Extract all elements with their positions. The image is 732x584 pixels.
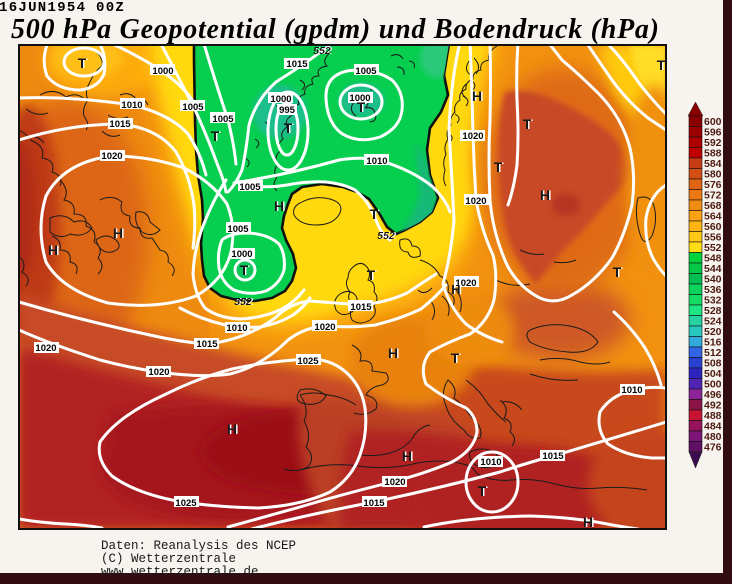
svg-text:www.wetterzentrale.de: www.wetterzentrale.de (101, 565, 259, 579)
svg-text:568: 568 (704, 200, 722, 212)
svg-text:1000: 1000 (231, 249, 252, 260)
svg-text:1015: 1015 (363, 498, 385, 509)
svg-text:1020: 1020 (35, 343, 56, 354)
svg-text:1015: 1015 (109, 119, 131, 130)
svg-text:596: 596 (704, 127, 722, 139)
svg-text:576: 576 (704, 179, 722, 191)
svg-text:1025: 1025 (297, 356, 319, 367)
svg-text:1020: 1020 (465, 196, 486, 207)
svg-text:(C) Wetterzentrale: (C) Wetterzentrale (101, 552, 236, 566)
svg-text:1020: 1020 (384, 477, 405, 488)
svg-text:1020: 1020 (148, 367, 169, 378)
svg-text:524: 524 (704, 316, 722, 328)
svg-text:1020: 1020 (314, 322, 335, 333)
svg-text:504: 504 (704, 368, 722, 380)
svg-text:1020: 1020 (462, 131, 483, 142)
svg-text:T: T (367, 267, 376, 283)
svg-text:516: 516 (704, 337, 722, 349)
svg-text:584: 584 (704, 158, 722, 170)
svg-text:1020: 1020 (101, 151, 122, 162)
svg-text:520: 520 (704, 326, 722, 338)
svg-text:1000: 1000 (152, 66, 173, 77)
svg-text:536: 536 (704, 284, 722, 296)
svg-text:512: 512 (704, 347, 722, 359)
svg-text:H: H (472, 88, 482, 104)
svg-text:T: T (357, 99, 366, 115)
svg-text:16JUN1954 00Z: 16JUN1954 00Z (0, 0, 125, 16)
svg-text:T: T (240, 262, 249, 278)
svg-text:1010: 1010 (366, 156, 387, 167)
svg-text:1010: 1010 (621, 385, 642, 396)
svg-text:T: T (284, 120, 293, 136)
svg-text:1000: 1000 (270, 94, 291, 105)
svg-text:500 hPa Geopotential (gpdm) un: 500 hPa Geopotential (gpdm) und Bodendru… (11, 14, 659, 45)
svg-text:T: T (211, 128, 220, 144)
svg-text:H: H (540, 187, 550, 203)
svg-text:1005: 1005 (239, 182, 261, 193)
svg-text:572: 572 (704, 190, 722, 202)
svg-text:552: 552 (234, 296, 252, 308)
svg-text:1005: 1005 (212, 114, 234, 125)
svg-text:H: H (388, 345, 398, 361)
svg-text:500: 500 (704, 379, 722, 391)
svg-text:1015: 1015 (350, 302, 372, 313)
svg-text:552: 552 (313, 45, 331, 57)
svg-text:492: 492 (704, 400, 722, 412)
svg-text:1015: 1015 (286, 59, 308, 70)
svg-text:1005: 1005 (355, 66, 377, 77)
svg-text:T: T (478, 483, 487, 499)
svg-text:544: 544 (704, 263, 722, 275)
svg-text:H: H (274, 198, 284, 214)
svg-text:Daten: Reanalysis des NCEP: Daten: Reanalysis des NCEP (101, 539, 296, 553)
svg-text:552: 552 (704, 242, 722, 254)
svg-text:1015: 1015 (542, 451, 564, 462)
svg-text:496: 496 (704, 389, 722, 401)
svg-text:1010: 1010 (121, 100, 142, 111)
svg-text:T: T (78, 55, 87, 71)
svg-text:560: 560 (704, 221, 722, 233)
svg-text:H: H (227, 421, 237, 437)
svg-text:476: 476 (704, 442, 722, 454)
svg-text:1005: 1005 (182, 102, 204, 113)
svg-text:H: H (113, 225, 123, 241)
svg-text:1020: 1020 (455, 278, 476, 289)
svg-text:480: 480 (704, 431, 722, 443)
svg-text:T: T (613, 264, 622, 280)
svg-text:1010: 1010 (226, 323, 247, 334)
svg-text:552: 552 (377, 230, 395, 242)
svg-text:1015: 1015 (196, 339, 218, 350)
svg-text:592: 592 (704, 137, 722, 149)
svg-text:995: 995 (279, 105, 296, 116)
svg-text:1000: 1000 (349, 93, 370, 104)
svg-text:T: T (523, 116, 532, 132)
svg-text:T: T (370, 206, 379, 222)
svg-text:484: 484 (704, 421, 722, 433)
svg-text:540: 540 (704, 274, 722, 286)
svg-text:600: 600 (704, 116, 722, 128)
svg-text:1025: 1025 (175, 498, 197, 509)
svg-text:488: 488 (704, 410, 722, 422)
svg-text:1010: 1010 (480, 457, 501, 468)
svg-text:508: 508 (704, 358, 722, 370)
svg-text:H: H (583, 514, 593, 530)
svg-text:580: 580 (704, 169, 722, 181)
svg-text:H: H (402, 448, 412, 464)
svg-text:548: 548 (704, 253, 722, 265)
svg-text:H: H (451, 282, 460, 297)
svg-text:532: 532 (704, 295, 722, 307)
svg-text:T: T (494, 159, 503, 175)
svg-text:1005: 1005 (227, 224, 249, 235)
svg-text:588: 588 (704, 148, 722, 160)
svg-text:564: 564 (704, 211, 722, 223)
svg-text:T: T (657, 57, 666, 73)
svg-text:556: 556 (704, 232, 722, 244)
svg-text:T: T (451, 350, 460, 366)
svg-text:H: H (48, 242, 58, 258)
svg-text:528: 528 (704, 305, 722, 317)
